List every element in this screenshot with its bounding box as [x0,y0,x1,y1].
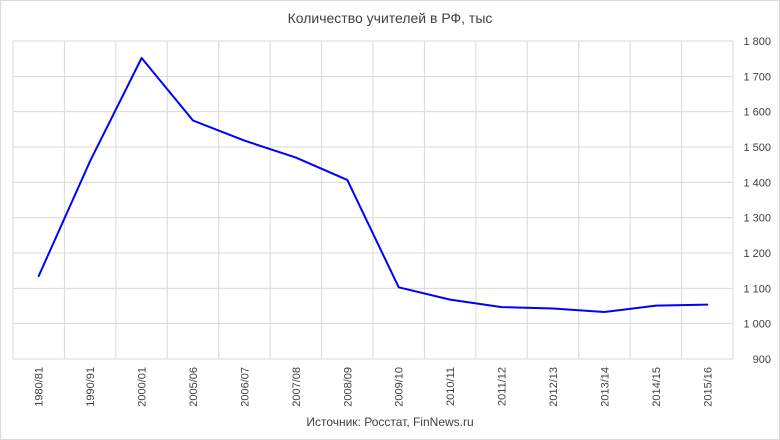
x-tick-label: 2006/07 [239,367,251,407]
x-tick-label: 2005/06 [188,367,200,407]
y-tick-label: 1 100 [743,283,771,295]
y-tick-label: 1 800 [743,36,771,48]
y-tick-label: 1 700 [743,71,771,83]
source-note: Источник: Росстат, FinNews.ru [306,415,474,429]
x-tick-label: 1990/91 [85,367,97,407]
y-tick-label: 1 400 [743,177,771,189]
x-tick-label: 2010/11 [445,367,457,406]
x-tick-label: 2000/01 [137,367,149,407]
x-tick-label: 2007/08 [291,367,303,407]
chart-title: Количество учителей в РФ, тыс [287,10,493,26]
y-axis-ticks: 900 1 000 1 100 1 200 1 300 1 400 1 500 1 600 1 … [743,36,771,366]
x-tick-label: 2011/12 [497,367,509,406]
horizontal-gridlines [13,40,733,360]
y-tick-label: 1 300 [743,213,771,225]
x-tick-label: 2008/09 [342,367,354,407]
x-tick-label: 2012/13 [548,367,560,407]
series-line [37,57,709,313]
y-tick-label: 1 200 [743,248,771,260]
x-axis-ticks: 1980/81 1990/91 2000/01 2005/06 2006/07 2007/… [34,367,715,407]
x-tick-label: 2015/16 [702,367,714,407]
y-tick-label: 1 600 [743,107,771,119]
y-tick-label: 1 500 [743,142,771,154]
vertical-gridlines [12,41,734,359]
x-tick-label: 2009/10 [394,367,406,407]
x-tick-label: 2014/15 [651,367,663,407]
y-tick-label: 900 [753,354,771,366]
y-tick-label: 1 000 [743,319,771,331]
data-points [38,57,708,313]
x-tick-label: 2013/14 [599,367,611,407]
x-tick-label: 1980/81 [34,367,46,407]
